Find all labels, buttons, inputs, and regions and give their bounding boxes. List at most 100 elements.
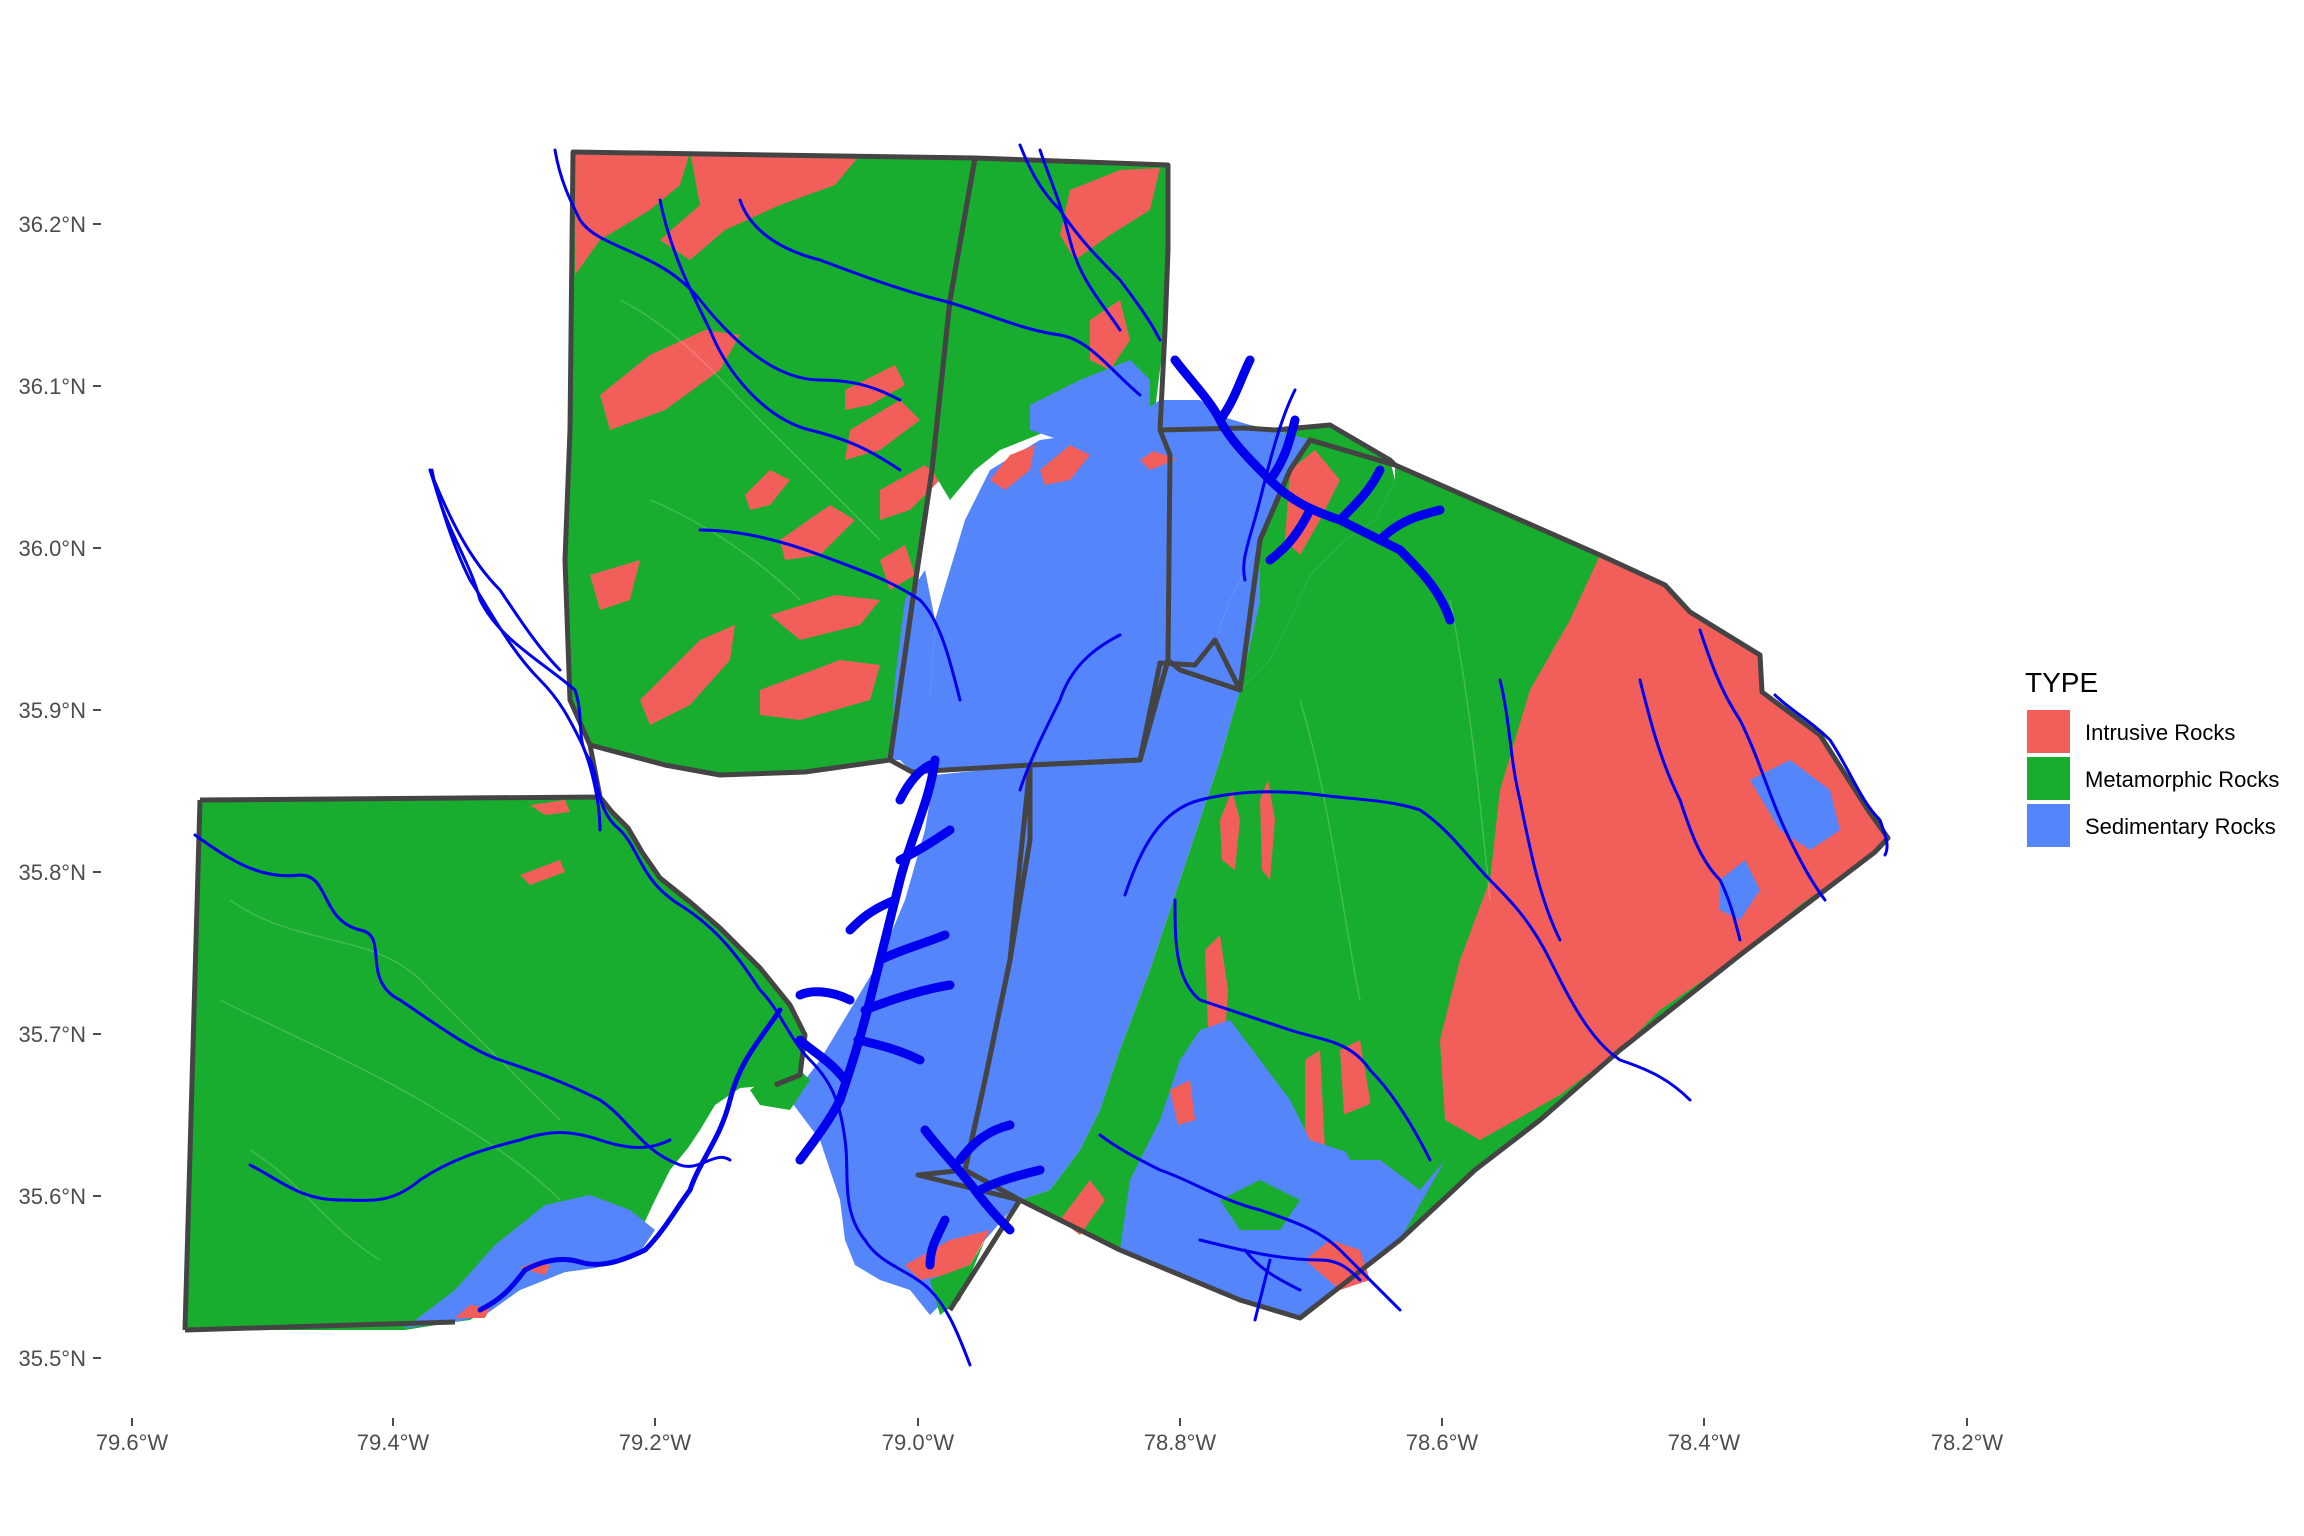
lower-center-green-b	[930, 1240, 985, 1315]
lower-center-intrusive	[905, 1230, 990, 1280]
orange-intrusive-top	[1060, 168, 1160, 260]
x-tick: 79.0°W	[882, 1418, 955, 1455]
river-north-a	[1018, 143, 1162, 342]
lake-falls	[1170, 355, 1455, 625]
y-tick: 35.8°N	[18, 860, 101, 885]
west-county-sedimentary	[405, 1195, 655, 1328]
x-tick-label: 78.2°W	[1931, 1430, 2004, 1455]
nw-intrusive-blob-1	[600, 330, 740, 430]
x-tick: 79.6°W	[96, 1418, 169, 1455]
river-wake-d	[1198, 1238, 1362, 1282]
y-tick-label: 35.9°N	[18, 698, 86, 723]
river-durham-a	[1018, 633, 1122, 792]
x-tick-label: 79.6°W	[96, 1430, 169, 1455]
river-nw-e	[428, 468, 562, 672]
wake-green-south-b	[1330, 1100, 1420, 1160]
orange-intrusive-right	[1090, 300, 1130, 370]
orange-sedimentary-bottom	[1030, 360, 1150, 440]
y-tick: 35.6°N	[18, 1184, 101, 1209]
durham-west-sedimentary	[965, 540, 1260, 1200]
lake-jordan	[795, 755, 955, 1165]
nw-intrusive-blob-4	[880, 465, 940, 520]
x-tick-label: 78.4°W	[1668, 1430, 1741, 1455]
wake-sedimentary-south	[1120, 1020, 1445, 1318]
x-tick-label: 79.2°W	[619, 1430, 692, 1455]
nw-intrusive-blob-5	[745, 470, 790, 510]
central-intrusive-b	[1040, 445, 1090, 485]
x-tick-label: 78.8°W	[1144, 1430, 1217, 1455]
nw-intrusive-topcenter	[660, 152, 860, 260]
nw-intrusive-blob-3	[845, 400, 920, 460]
y-tick-label: 35.5°N	[18, 1346, 86, 1371]
y-tick: 36.2°N	[18, 212, 101, 237]
lake-southern	[920, 1120, 1045, 1270]
legend-label-intrusive: Intrusive Rocks	[2085, 720, 2235, 745]
river-wake-b	[1173, 898, 1432, 1162]
x-tick: 78.8°W	[1144, 1418, 1217, 1455]
legend-swatch-metamorphic	[2027, 757, 2070, 800]
boundary-wake-county	[962, 437, 1891, 1321]
y-tick-label: 36.0°N	[18, 536, 86, 561]
legend-swatch-intrusive	[2027, 710, 2070, 753]
legend-label-sedimentary: Sedimentary Rocks	[2085, 814, 2276, 839]
legend-item-metamorphic: Metamorphic Rocks	[2027, 757, 2279, 800]
west-county-metamorphic	[185, 797, 805, 1330]
river-durham-b	[1242, 388, 1297, 582]
nw-intrusive-blob-11	[880, 545, 915, 590]
river-lower-a	[1243, 1248, 1302, 1292]
y-tick-label: 35.8°N	[18, 860, 86, 885]
river-east-border	[1773, 693, 1889, 857]
x-tick-label: 78.6°W	[1406, 1430, 1479, 1455]
county-fills	[185, 152, 1888, 1330]
y-tick: 35.7°N	[18, 1022, 101, 1047]
x-tick-label: 79.0°W	[882, 1430, 955, 1455]
legend-item-intrusive: Intrusive Rocks	[2027, 710, 2235, 753]
y-tick: 35.9°N	[18, 698, 101, 723]
y-tick-label: 36.1°N	[18, 374, 86, 399]
legend-label-metamorphic: Metamorphic Rocks	[2085, 767, 2279, 792]
central-sedimentary-basin	[900, 410, 1310, 772]
y-axis: 36.2°N 36.1°N 36.0°N 35.9°N 35.8°N 35.7°…	[18, 212, 101, 1371]
x-tick: 78.6°W	[1406, 1418, 1479, 1455]
hydrography	[193, 143, 1889, 1367]
west-county-intrusive-top	[530, 800, 570, 815]
west-county-intrusive-top2	[520, 860, 565, 885]
river-bottom-a	[1253, 1258, 1272, 1322]
wake-sedimentary-east-a	[1750, 760, 1840, 850]
x-tick: 79.2°W	[619, 1418, 692, 1455]
x-tick: 78.2°W	[1931, 1418, 2004, 1455]
river-haw	[430, 468, 972, 1367]
river-west-a	[193, 833, 732, 1168]
y-tick-label: 36.2°N	[18, 212, 86, 237]
nw-intrusive-blob-8	[770, 595, 880, 640]
y-tick: 36.0°N	[18, 536, 101, 561]
river-nw-c	[658, 198, 902, 472]
nw-intrusive-topleft	[575, 152, 690, 275]
river-west-border	[428, 468, 602, 832]
nw-intrusive-blob-9	[760, 660, 880, 720]
legend-swatch-sedimentary	[2027, 804, 2070, 847]
river-wake-a	[1123, 790, 1692, 1102]
river-nw-a	[553, 148, 902, 402]
x-axis: 79.6°W 79.4°W 79.2°W 79.0°W 78.8°W 78.6°…	[96, 1418, 2004, 1455]
y-tick: 35.5°N	[18, 1346, 101, 1371]
wake-intrusive-strip-2	[1260, 780, 1275, 880]
wake-intrusive-strip-1	[1220, 790, 1240, 870]
river-east-a	[1698, 628, 1827, 902]
nw-intrusive-blob-10	[590, 560, 640, 610]
river-wake-c	[1098, 1133, 1402, 1312]
boundary-harnett-county	[915, 764, 1033, 1312]
nw-intrusive-blob-7	[640, 625, 735, 725]
y-tick-label: 35.6°N	[18, 1184, 86, 1209]
nw-county-metamorphic	[565, 152, 975, 775]
wake-intrusive-east	[1440, 555, 1888, 1140]
y-tick: 36.1°N	[18, 374, 101, 399]
east-center-metamorphic	[1240, 425, 1395, 690]
central-intrusive-a	[990, 445, 1035, 490]
legend-title: TYPE	[2025, 667, 2098, 698]
river-nw-b	[738, 198, 1142, 397]
x-tick: 78.4°W	[1668, 1418, 1741, 1455]
river-deep	[477, 1007, 783, 1313]
river-east-c	[1498, 678, 1562, 942]
